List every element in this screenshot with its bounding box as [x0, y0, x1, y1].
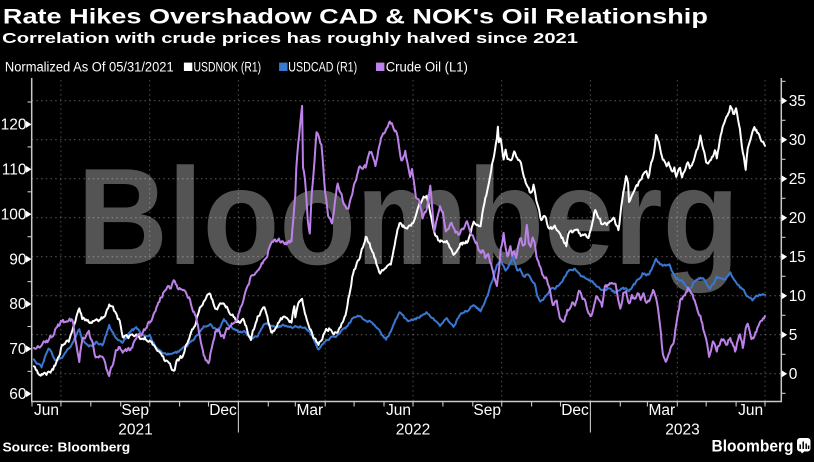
svg-text:2022: 2022 — [396, 422, 430, 439]
svg-text:70: 70 — [9, 341, 27, 358]
svg-text:2023: 2023 — [665, 422, 699, 439]
svg-text:Mar: Mar — [296, 402, 323, 419]
svg-text:15: 15 — [789, 249, 806, 266]
svg-text:10: 10 — [789, 288, 807, 305]
svg-text:5: 5 — [789, 327, 798, 344]
svg-text:Crude Oil (L1): Crude Oil (L1) — [386, 59, 468, 74]
svg-text:0: 0 — [789, 366, 798, 383]
svg-text:60: 60 — [9, 386, 27, 403]
svg-text:Correlation with crude prices: Correlation with crude prices has roughl… — [2, 30, 578, 47]
svg-text:80: 80 — [9, 296, 27, 313]
svg-text:2021: 2021 — [118, 422, 152, 439]
svg-text:35: 35 — [789, 93, 806, 110]
svg-text:100: 100 — [1, 206, 27, 223]
svg-text:Sep: Sep — [473, 402, 501, 419]
svg-text:Dec: Dec — [209, 402, 237, 419]
svg-text:30: 30 — [789, 132, 807, 149]
svg-text:Rate Hikes Overshadow CAD & NO: Rate Hikes Overshadow CAD & NOK's Oil Re… — [3, 5, 708, 29]
svg-text:Sep: Sep — [121, 402, 149, 419]
svg-text:Normalized As Of 05/31/2021: Normalized As Of 05/31/2021 — [5, 59, 174, 74]
svg-text:Source: Bloomberg: Source: Bloomberg — [3, 441, 131, 455]
svg-text:20: 20 — [789, 210, 807, 227]
svg-text:Jun: Jun — [34, 402, 59, 419]
svg-text:Bloomberg: Bloomberg — [712, 438, 794, 456]
svg-text:90: 90 — [9, 251, 27, 268]
svg-text:Mar: Mar — [648, 402, 675, 419]
svg-text:110: 110 — [2, 162, 27, 179]
svg-text:120: 120 — [1, 117, 27, 134]
svg-text:25: 25 — [789, 171, 806, 188]
svg-text:Jun: Jun — [738, 402, 763, 419]
svg-text:Jun: Jun — [386, 402, 411, 419]
svg-text:USDCAD (R1): USDCAD (R1) — [288, 59, 357, 74]
svg-text:USDNOK (R1): USDNOK (R1) — [194, 59, 262, 74]
svg-text:Dec: Dec — [561, 402, 589, 419]
